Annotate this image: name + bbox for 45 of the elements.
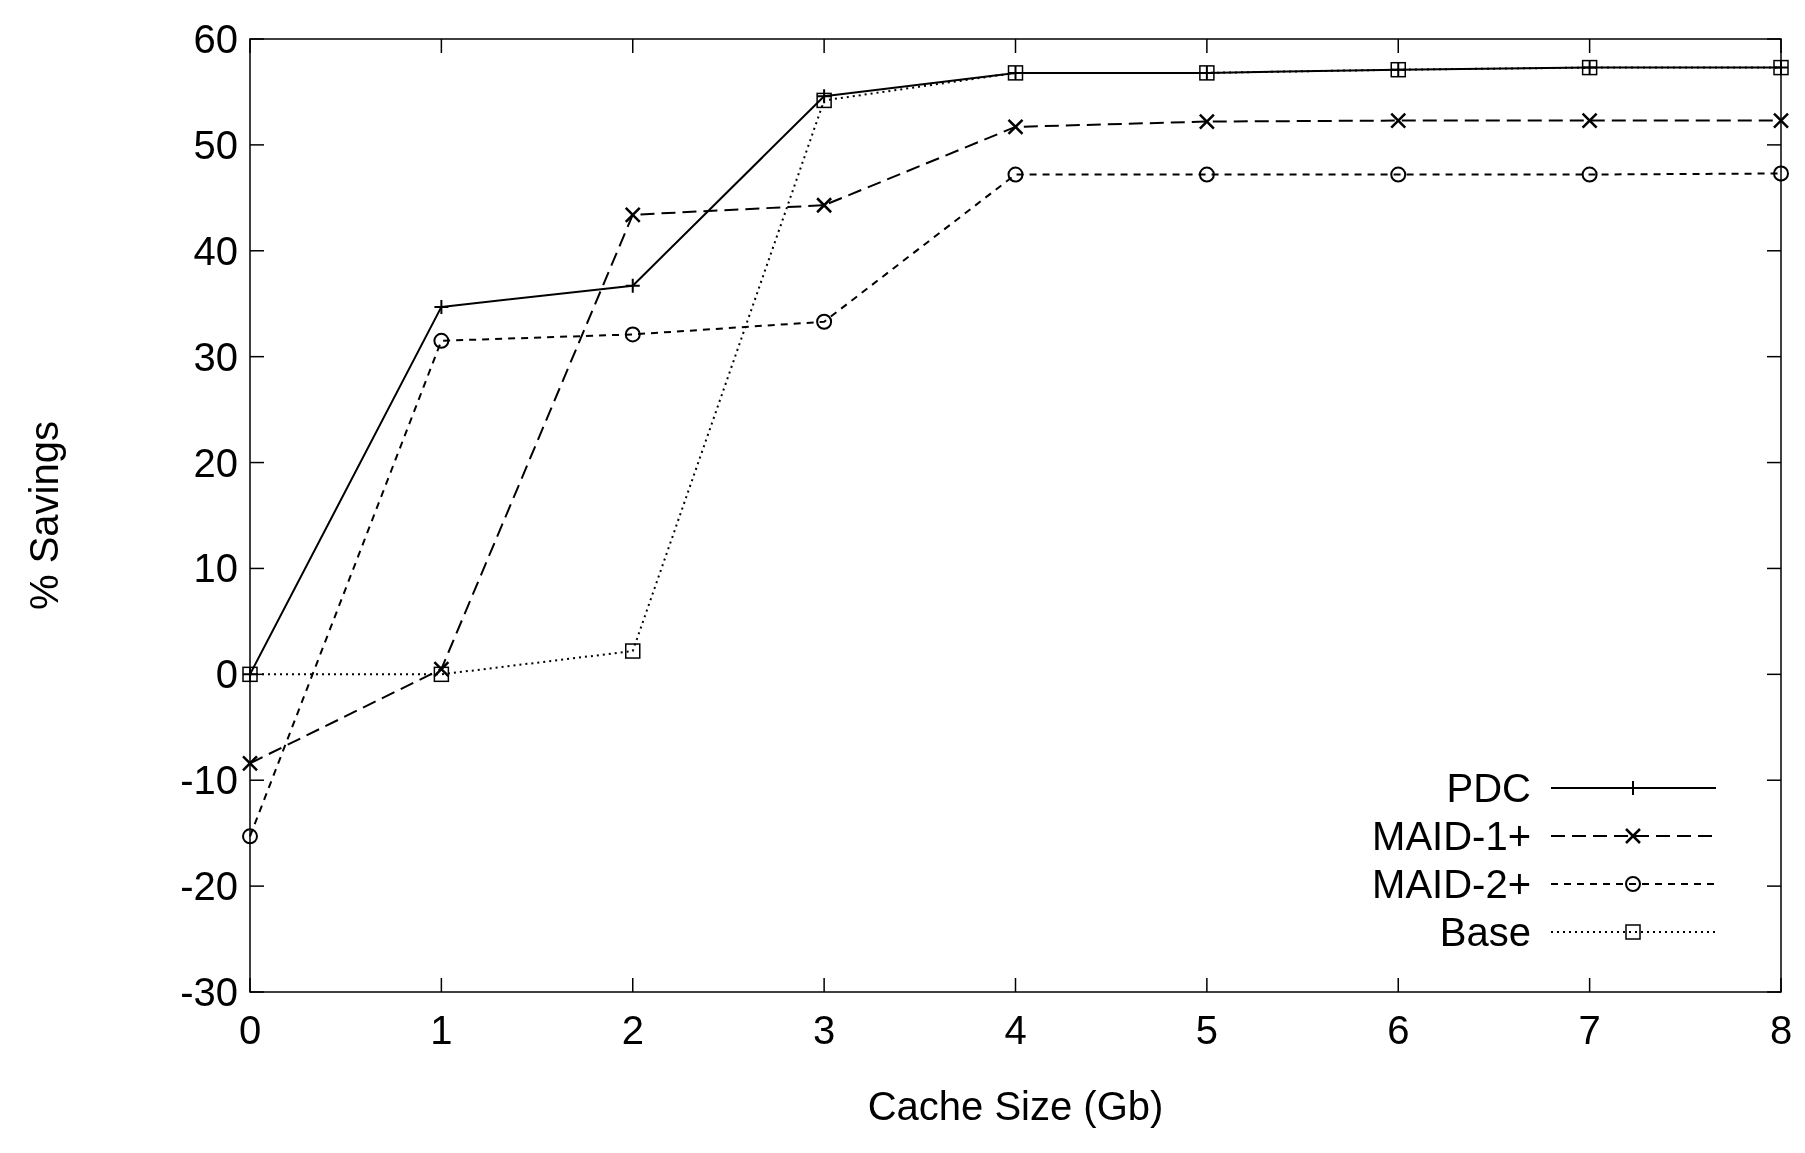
x-axis-title: Cache Size (Gb) (867, 1084, 1164, 1128)
point (1390, 166, 1407, 183)
y-tick-label: 20 (193, 440, 238, 485)
point (433, 666, 450, 683)
point (1581, 166, 1598, 183)
x-tick-label: 8 (1769, 1008, 1793, 1052)
x-tick-label: 6 (1387, 1008, 1410, 1052)
x-tick-label: 4 (1004, 1008, 1027, 1052)
y-tick-label: 0 (215, 652, 238, 697)
point (1581, 112, 1598, 129)
legend-label: Base (1439, 910, 1531, 954)
point (1007, 118, 1024, 136)
point (816, 313, 833, 330)
point (624, 326, 641, 343)
y-axis-title: % Savings (22, 421, 66, 610)
point (1772, 112, 1790, 129)
y-tick-label: 10 (193, 546, 238, 591)
legend-label: MAID-1+ (1372, 814, 1531, 858)
point (242, 828, 258, 845)
point (1773, 165, 1789, 182)
x-tick-label: 2 (621, 1008, 644, 1052)
point (1198, 166, 1215, 183)
legend-label: PDC (1446, 766, 1531, 810)
point (241, 755, 259, 772)
point (816, 92, 832, 109)
legend-label: MAID-2+ (1372, 862, 1531, 906)
point (433, 332, 450, 349)
y-tick-label: 60 (193, 17, 238, 61)
y-tick-label: 50 (193, 122, 238, 167)
y-tick-label: -20 (180, 864, 238, 909)
point (1198, 113, 1216, 130)
x-tick-label: 3 (813, 1008, 836, 1052)
y-tick-label: -30 (180, 970, 238, 1014)
x-tick-label: 5 (1195, 1008, 1218, 1052)
point (1390, 112, 1407, 129)
y-tick-label: -10 (180, 758, 238, 803)
y-tick-label: 40 (193, 228, 238, 273)
x-tick-label: 1 (430, 1008, 453, 1052)
y-tick-label: 30 (193, 334, 238, 379)
point (624, 206, 641, 224)
point (625, 643, 641, 659)
point (815, 197, 833, 214)
point (1007, 166, 1024, 183)
point (433, 660, 450, 678)
x-tick-label: 7 (1578, 1008, 1601, 1052)
